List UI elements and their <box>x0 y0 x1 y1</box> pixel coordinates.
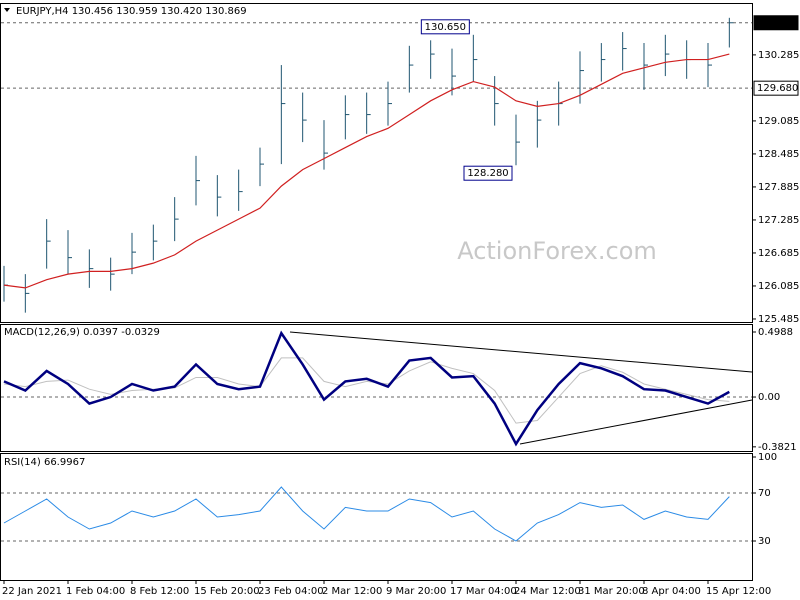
y-tick-label: 128.485 <box>758 149 799 160</box>
y-tick-label: 130.285 <box>758 50 799 61</box>
y-tick-label: 126.685 <box>758 248 799 259</box>
macd-panel-frame <box>0 324 753 452</box>
y-tick-label: -0.3821 <box>758 442 797 453</box>
annotation-label: 130.650 <box>425 22 466 33</box>
x-tick-label: 2 Mar 12:00 <box>322 586 382 597</box>
watermark: ActionForex.com <box>457 237 657 265</box>
x-tick-label: 9 Mar 20:00 <box>386 586 446 597</box>
y-tick-label: 30 <box>758 536 771 547</box>
level-label-box <box>753 80 799 96</box>
x-tick-label: 17 Mar 04:00 <box>450 586 517 597</box>
moving-average <box>3 53 730 289</box>
annotation-label: 128.280 <box>467 168 508 179</box>
x-tick-label: 15 Feb 20:00 <box>194 586 260 597</box>
price-panel-frame <box>0 3 753 323</box>
x-tick-label: 31 Mar 20:00 <box>578 586 645 597</box>
trend-line <box>519 399 753 445</box>
y-tick-label: 129.085 <box>758 116 799 127</box>
level-label-box <box>753 15 799 31</box>
level-label: 130.869 <box>757 18 798 29</box>
x-tick-label: 1 Feb 04:00 <box>66 586 125 597</box>
rsi-title: RSI(14) 66.9967 <box>4 457 85 468</box>
x-tick-label: 15 Apr 12:00 <box>706 586 771 597</box>
series-line <box>3 330 730 447</box>
x-tick-label: 22 Jan 2021 <box>2 586 62 597</box>
series-line <box>3 486 730 542</box>
y-tick-label: 100 <box>758 452 777 463</box>
y-tick-label: 0.4988 <box>758 327 793 338</box>
title-triangle <box>4 8 10 12</box>
x-tick-label: 8 Feb 12:00 <box>130 586 189 597</box>
macd-title: MACD(12,26,9) 0.0397 -0.0329 <box>4 327 160 338</box>
trend-line <box>289 331 753 373</box>
annotation-box <box>420 19 470 35</box>
y-tick-label: 70 <box>758 488 771 499</box>
chart-title: EURJPY,H4 130.456 130.959 130.420 130.86… <box>16 6 247 17</box>
series-line <box>3 357 730 424</box>
y-tick-label: 0.00 <box>758 392 780 403</box>
y-tick-label: 125.485 <box>758 314 799 325</box>
y-tick-label: 127.885 <box>758 182 799 193</box>
level-label: 129.680 <box>757 83 798 94</box>
x-tick-label: 24 Mar 12:00 <box>514 586 581 597</box>
annotation-box <box>463 165 513 181</box>
x-tick-label: 23 Feb 04:00 <box>258 586 324 597</box>
y-tick-label: 126.085 <box>758 281 799 292</box>
y-tick-label: 127.285 <box>758 215 799 226</box>
rsi-panel-frame <box>0 453 753 581</box>
x-tick-label: 8 Apr 04:00 <box>642 586 701 597</box>
